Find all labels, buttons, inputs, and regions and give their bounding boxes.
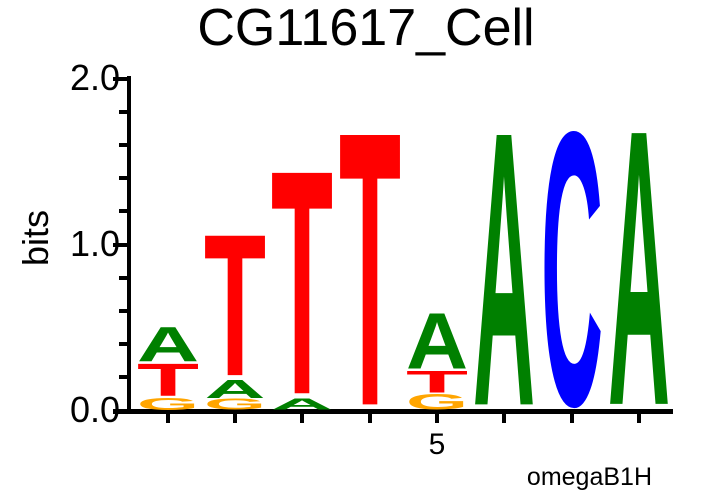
x-axis-tick <box>637 413 641 423</box>
svg-text:A: A <box>271 398 333 410</box>
logo-letter-A: A <box>271 398 333 410</box>
logo-letter-A: A <box>204 379 266 399</box>
logo-letter-A: A <box>608 116 670 410</box>
logo-letter-T: T <box>271 159 333 398</box>
x-axis-tick <box>166 413 170 423</box>
y-axis-minor-tick <box>119 143 131 147</box>
x-axis-tick <box>570 413 574 423</box>
x-axis-line <box>113 409 673 414</box>
logo-letter-A: A <box>136 325 198 362</box>
y-tick-label-1.0: 1.0 <box>69 223 120 264</box>
x-tick-label-5: 5 <box>428 428 446 461</box>
logo-letter-T: T <box>204 227 266 378</box>
logo-letter-A: A <box>473 118 535 410</box>
svg-text:T: T <box>406 370 468 393</box>
svg-text:C: C <box>540 118 602 410</box>
logo-letter-T: T <box>338 118 400 410</box>
y-axis-major-tick <box>113 409 131 413</box>
y-axis-minor-tick <box>119 276 131 280</box>
y-axis-major-tick <box>113 77 131 81</box>
x-axis-tick <box>435 413 439 423</box>
x-axis-tick <box>368 413 372 423</box>
svg-text:A: A <box>608 116 670 410</box>
x-axis-tick <box>300 413 304 423</box>
y-axis-minor-tick <box>119 309 131 313</box>
svg-text:A: A <box>473 118 535 410</box>
page-title: CG11617_Cell <box>197 0 535 57</box>
svg-text:G: G <box>204 398 266 410</box>
source-label: omegaB1H <box>526 463 652 491</box>
svg-text:G: G <box>406 393 468 410</box>
logo-letter-A: A <box>406 310 468 370</box>
svg-text:A: A <box>136 325 198 362</box>
svg-text:T: T <box>204 227 266 378</box>
logo-letter-G: G <box>136 397 198 410</box>
x-axis-tick <box>233 413 237 423</box>
y-axis-minor-tick <box>119 375 131 379</box>
svg-text:A: A <box>204 379 266 399</box>
y-axis-minor-tick <box>119 176 131 180</box>
svg-text:A: A <box>406 310 468 370</box>
y-axis-minor-tick <box>119 209 131 213</box>
logo-letter-T: T <box>136 362 198 397</box>
logo-letter-T: T <box>406 370 468 393</box>
svg-text:T: T <box>338 118 400 410</box>
y-axis-major-tick <box>113 243 131 247</box>
logo-letter-G: G <box>406 393 468 410</box>
y-axis-minor-tick <box>119 110 131 114</box>
logo-letter-C: C <box>540 118 602 410</box>
y-axis-minor-tick <box>119 342 131 346</box>
x-axis-tick <box>502 413 506 423</box>
svg-text:T: T <box>136 362 198 397</box>
y-tick-label-2.0: 2.0 <box>69 57 120 98</box>
logo-letter-G: G <box>204 398 266 410</box>
svg-text:G: G <box>136 397 198 410</box>
y-tick-label-0.0: 0.0 <box>69 389 120 430</box>
svg-text:T: T <box>271 159 333 398</box>
